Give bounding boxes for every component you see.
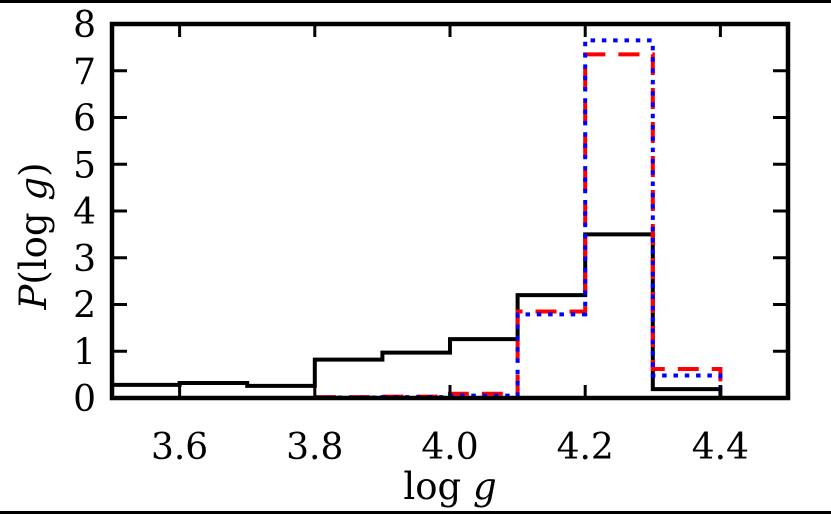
x-tick-label: 4.0 bbox=[421, 427, 478, 468]
y-axis-label: P(log g) bbox=[12, 162, 55, 310]
x-tick-label: 3.6 bbox=[151, 427, 208, 468]
y-tick-label: 5 bbox=[73, 145, 96, 186]
y-tick-label: 2 bbox=[73, 286, 96, 327]
x-tick-label: 4.4 bbox=[692, 427, 749, 468]
x-axis-label: log g bbox=[403, 465, 496, 508]
labels-layer: 3.6 3.8 4.0 4.2 4.4 0 1 2 3 4 5 6 7 8 log g P(log g) bbox=[12, 5, 749, 508]
y-tick-label: 0 bbox=[73, 379, 96, 420]
series-path-blue-dotted bbox=[112, 38, 788, 400]
y-tick-label: 4 bbox=[73, 192, 96, 233]
axes-layer bbox=[109, 21, 791, 401]
y-tick-label: 3 bbox=[73, 239, 96, 280]
y-tick-label: 6 bbox=[73, 99, 96, 140]
y-tick-label: 1 bbox=[73, 332, 96, 373]
series-layer bbox=[110, 38, 788, 400]
figure-bottom-border bbox=[0, 510, 831, 514]
y-tick-label: 7 bbox=[73, 52, 96, 93]
figure-top-border bbox=[0, 0, 831, 3]
y-tick-label: 8 bbox=[73, 5, 96, 46]
x-tick-label: 4.2 bbox=[557, 427, 614, 468]
series-path-black-solid bbox=[110, 232, 788, 400]
x-tick-label: 3.8 bbox=[286, 427, 343, 468]
